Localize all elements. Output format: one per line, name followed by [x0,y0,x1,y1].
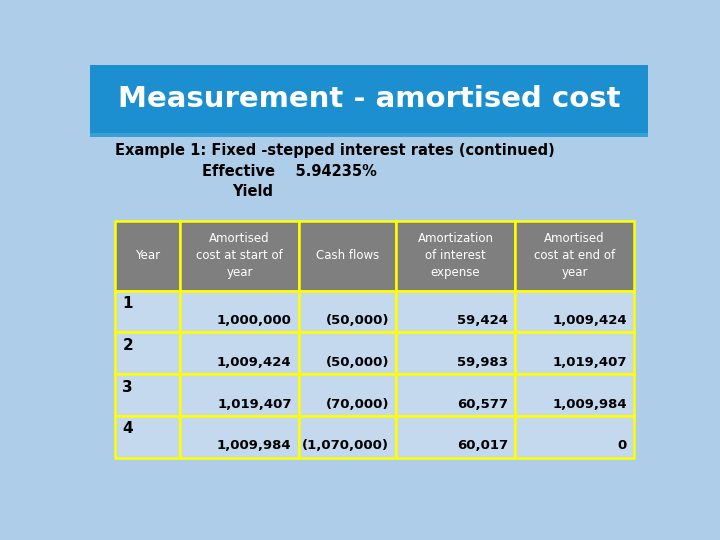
Text: 3: 3 [122,380,133,395]
Bar [115,291,180,333]
Bar [396,291,515,333]
Bar [515,333,634,374]
Text: 2: 2 [122,338,133,353]
Text: Cash flows: Cash flows [316,249,379,262]
Text: 1,019,407: 1,019,407 [217,397,292,410]
Text: Amortised
cost at end of
year: Amortised cost at end of year [534,232,615,279]
Bar [90,65,648,133]
Text: 0: 0 [618,440,627,453]
Text: (1,070,000): (1,070,000) [302,440,389,453]
Text: 1,009,984: 1,009,984 [217,440,292,453]
Bar [299,221,396,291]
Text: 1,009,424: 1,009,424 [552,314,627,327]
Bar [396,333,515,374]
Bar [90,133,648,137]
Bar [115,333,180,374]
Text: 59,424: 59,424 [457,314,508,327]
Text: Effective    5.94235%: Effective 5.94235% [202,164,377,179]
Bar [299,374,396,416]
Text: (70,000): (70,000) [325,397,389,410]
Bar [299,333,396,374]
Text: 60,577: 60,577 [457,397,508,410]
Text: (50,000): (50,000) [325,356,389,369]
Bar [180,416,299,458]
Bar [396,221,515,291]
Bar [115,221,180,291]
Bar [515,416,634,458]
Bar [180,333,299,374]
Bar [515,221,634,291]
Text: 1,009,424: 1,009,424 [217,356,292,369]
Text: Year: Year [135,249,160,262]
Text: Measurement - amortised cost: Measurement - amortised cost [118,85,620,113]
Text: Amortised
cost at start of
year: Amortised cost at start of year [196,232,283,279]
Bar [180,291,299,333]
Text: 1,009,984: 1,009,984 [552,397,627,410]
Bar [115,374,180,416]
Text: 60,017: 60,017 [456,440,508,453]
Text: 1: 1 [122,296,133,311]
Text: Example 1: Fixed -stepped interest rates (continued): Example 1: Fixed -stepped interest rates… [115,143,555,158]
Text: 1,019,407: 1,019,407 [552,356,627,369]
Bar [515,291,634,333]
Bar [115,416,180,458]
Text: 59,983: 59,983 [457,356,508,369]
Text: 1,000,000: 1,000,000 [217,314,292,327]
Text: 4: 4 [122,421,133,436]
Bar [515,374,634,416]
Text: Yield: Yield [233,184,274,199]
Bar [180,221,299,291]
Bar [299,416,396,458]
Bar [396,374,515,416]
Text: Amortization
of interest
expense: Amortization of interest expense [418,232,494,279]
Bar [299,291,396,333]
Text: (50,000): (50,000) [325,314,389,327]
Bar [180,374,299,416]
Bar [396,416,515,458]
